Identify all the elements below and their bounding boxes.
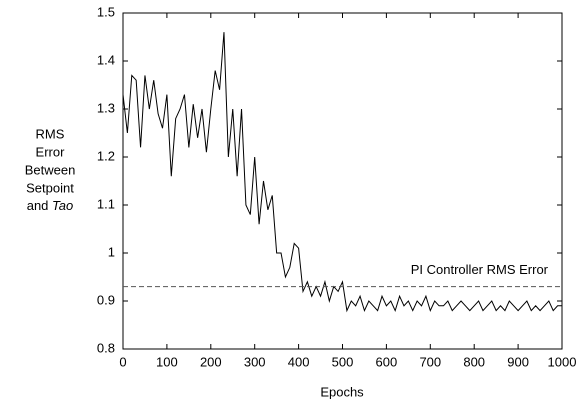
y-label-line: and Tao	[27, 198, 74, 213]
x-tick-label: 500	[332, 354, 354, 369]
plot-frame	[122, 12, 563, 350]
x-tick-label: 300	[244, 354, 266, 369]
x-tick-label: 100	[156, 354, 178, 369]
x-tick-label: 0	[119, 354, 126, 369]
y-tick-label: 0.9	[97, 292, 115, 307]
x-tick-label: 200	[200, 354, 222, 369]
x-tick-label: 700	[419, 354, 441, 369]
y-axis-label: RMS Error Between Setpoint and Tao	[25, 126, 76, 213]
y-label-line: Setpoint	[26, 180, 74, 195]
y-label-line: Error	[36, 144, 66, 159]
y-tick-label: 1.3	[97, 100, 115, 115]
y-label-word: and	[27, 198, 49, 213]
x-tick-label: 1000	[548, 354, 577, 369]
y-label-word: Tao	[52, 198, 73, 213]
y-tick-label: 1.2	[97, 148, 115, 163]
annotation: PI Controller RMS Error	[411, 262, 549, 277]
y-tick-label: 1.1	[97, 196, 115, 211]
x-tick-label: 800	[463, 354, 485, 369]
x-axis-label: Epochs	[320, 384, 364, 399]
y-label-line: RMS	[36, 126, 65, 141]
data-line	[122, 32, 562, 313]
x-tick-label: 600	[376, 354, 398, 369]
y-label-line: Between	[25, 162, 76, 177]
x-tick-label: 400	[288, 354, 310, 369]
y-tick-label: 1	[108, 244, 115, 259]
y-tick-label: 1.4	[97, 52, 115, 67]
y-tick-label: 1.5	[97, 4, 115, 19]
y-tick-label: 0.8	[97, 340, 115, 355]
x-tick-label: 900	[507, 354, 529, 369]
